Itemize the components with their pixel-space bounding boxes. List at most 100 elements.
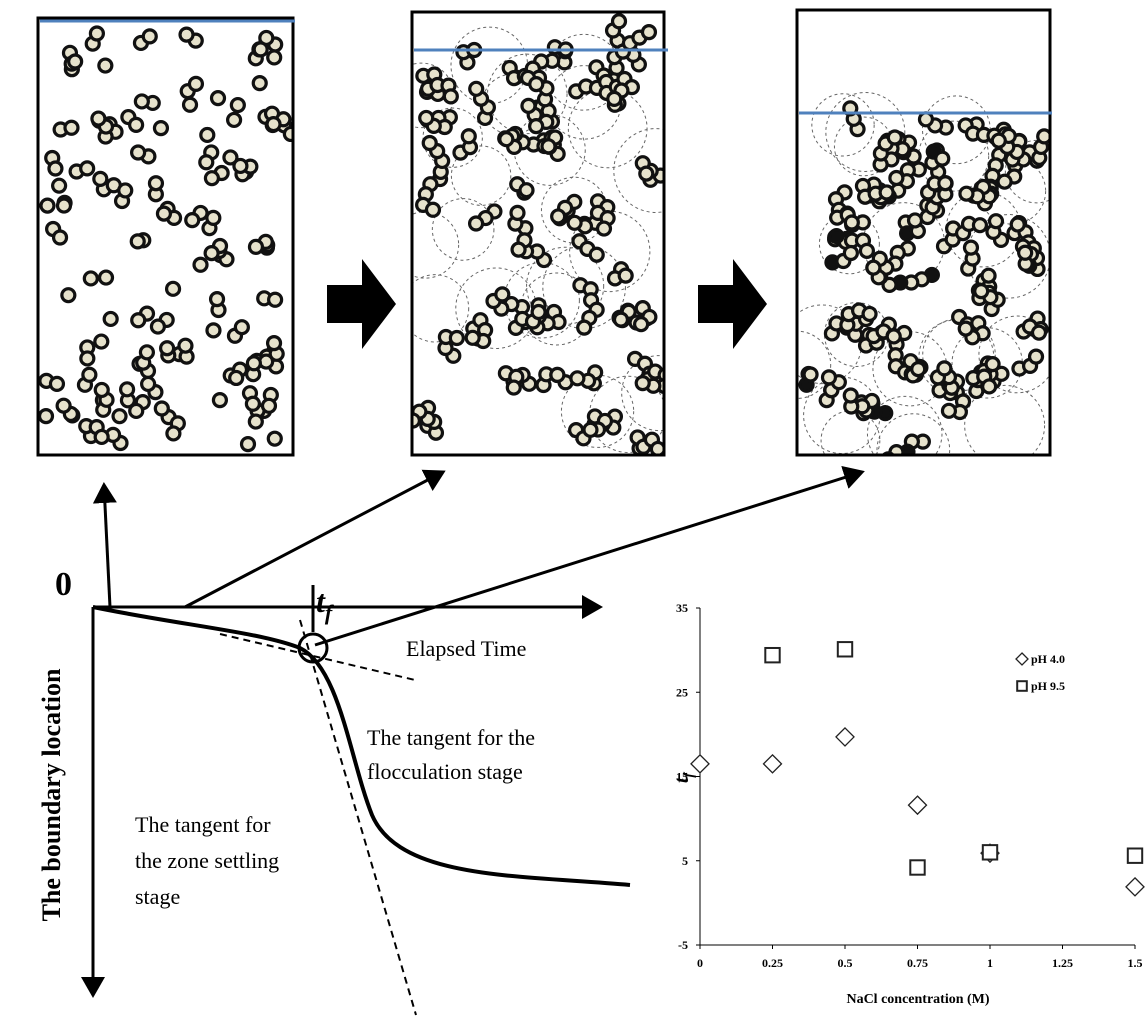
- particle: [228, 369, 245, 387]
- particle: [205, 209, 222, 226]
- particle: [55, 397, 72, 414]
- particle: [606, 90, 623, 107]
- particle: [886, 129, 903, 146]
- particle: [118, 381, 136, 398]
- particle: [640, 24, 658, 41]
- particle: [60, 287, 77, 304]
- particle: [81, 366, 98, 383]
- particle: [247, 413, 264, 430]
- particle: [79, 350, 96, 367]
- particle: [984, 356, 1001, 373]
- particle: [282, 125, 293, 143]
- particle: [663, 371, 664, 380]
- particle: [244, 395, 261, 412]
- particle: [576, 319, 593, 336]
- particle: [155, 205, 173, 222]
- particle: [38, 408, 55, 425]
- particle: [152, 120, 170, 137]
- particle: [566, 214, 583, 231]
- particle: [1009, 216, 1026, 233]
- floc-outline: [513, 113, 586, 186]
- particle: [802, 366, 819, 383]
- tangent-label: flocculation stage: [367, 759, 523, 784]
- x-tick-label: 0: [697, 956, 703, 970]
- particle: [842, 387, 859, 404]
- particle: [1027, 348, 1045, 365]
- particle: [424, 201, 442, 218]
- particle: [421, 134, 438, 152]
- particle-group: [412, 13, 664, 455]
- particle: [111, 408, 128, 425]
- particle-layer: [38, 13, 1050, 455]
- particle-group: [797, 92, 1050, 455]
- particle: [93, 381, 110, 399]
- marker: [907, 795, 928, 816]
- chart-y-label: tf: [671, 772, 697, 784]
- particle: [510, 241, 527, 258]
- tf-label: tf: [316, 583, 335, 625]
- particle: [147, 175, 165, 192]
- particle: [79, 160, 96, 177]
- y-label-sub: f: [682, 772, 697, 778]
- particle: [129, 233, 146, 250]
- particle: [133, 93, 150, 110]
- particle: [55, 197, 73, 214]
- particle: [1017, 244, 1034, 261]
- particle: [245, 355, 262, 372]
- tf-main: t: [316, 583, 326, 619]
- particle: [165, 425, 182, 442]
- particle: [192, 256, 209, 273]
- tangent-label: the zone settling: [135, 848, 279, 873]
- marker: [836, 641, 854, 658]
- floc-outline: [825, 92, 906, 172]
- particle: [138, 344, 156, 361]
- particle: [205, 322, 222, 339]
- particle: [88, 25, 105, 42]
- particle: [208, 291, 226, 308]
- particle: [39, 197, 56, 214]
- floc-outline: [866, 395, 943, 455]
- particle: [181, 96, 199, 113]
- particle: [1030, 324, 1048, 341]
- particle: [569, 370, 586, 387]
- marker: [1126, 847, 1144, 864]
- particle: [222, 149, 239, 166]
- floc-outline: [412, 274, 470, 343]
- floc-outline: [964, 384, 1046, 455]
- particle: [418, 109, 435, 127]
- particle: [888, 169, 905, 187]
- particle: [93, 333, 110, 350]
- particle: [528, 118, 545, 135]
- particle: [460, 128, 477, 145]
- particle: [63, 119, 80, 136]
- step-arrow: [698, 259, 767, 349]
- particle: [448, 329, 465, 347]
- particle: [550, 208, 567, 225]
- particle: [936, 360, 953, 377]
- x-tick-label: 1: [987, 956, 993, 970]
- x-tick-label: 0.75: [907, 956, 928, 970]
- particle: [934, 150, 951, 167]
- settling-diagram: [81, 465, 865, 1016]
- particle: [595, 220, 613, 237]
- particle: [265, 116, 282, 133]
- particle: [92, 170, 109, 187]
- particle: [93, 428, 110, 446]
- marker: [690, 753, 710, 774]
- floc-outline: [876, 413, 951, 455]
- legend-label: pH 9.5: [1031, 679, 1065, 693]
- particle: [498, 131, 515, 148]
- origin-label: 0: [55, 566, 72, 603]
- marker: [764, 646, 781, 664]
- particle: [464, 329, 481, 346]
- particle: [634, 375, 651, 392]
- particle: [957, 320, 974, 337]
- particle: [638, 165, 655, 182]
- particle: [159, 340, 176, 357]
- particle: [229, 96, 246, 114]
- particle: [251, 75, 268, 92]
- particle: [865, 259, 882, 276]
- floc-outline: [422, 107, 483, 168]
- particle: [971, 217, 989, 234]
- particle: [937, 175, 954, 192]
